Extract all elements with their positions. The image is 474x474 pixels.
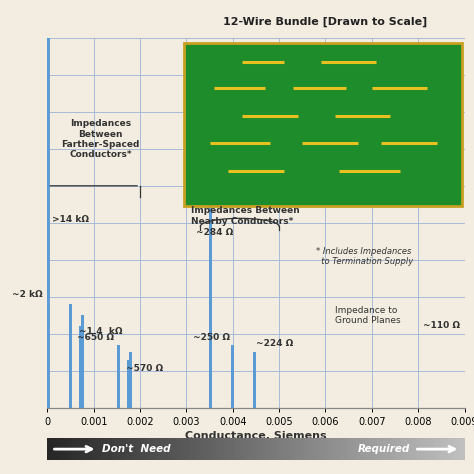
Text: ~570 Ω: ~570 Ω xyxy=(126,364,163,373)
X-axis label: Conductance, Siemens: Conductance, Siemens xyxy=(185,431,327,441)
Text: ~250 Ω: ~250 Ω xyxy=(193,333,230,342)
Text: ~1.4  kΩ: ~1.4 kΩ xyxy=(79,327,123,336)
Bar xyxy=(209,186,212,408)
Bar xyxy=(184,44,462,206)
Bar xyxy=(81,315,84,408)
Text: * Includes Impedances
  to Termination Supply: * Includes Impedances to Termination Sup… xyxy=(316,247,413,266)
Bar xyxy=(231,345,234,408)
Text: ~224 Ω: ~224 Ω xyxy=(256,339,294,348)
Bar xyxy=(118,345,120,408)
Text: ~110 Ω: ~110 Ω xyxy=(423,321,460,330)
Bar xyxy=(79,326,82,408)
Text: >14 kΩ: >14 kΩ xyxy=(52,215,89,224)
Bar xyxy=(467,334,470,408)
Text: Impedances
Between
Farther-Spaced
Conductors*: Impedances Between Farther-Spaced Conduc… xyxy=(62,119,140,159)
Bar xyxy=(253,352,256,408)
Text: ~650 Ω: ~650 Ω xyxy=(77,333,114,342)
Bar xyxy=(129,352,132,408)
Text: Required: Required xyxy=(358,444,410,454)
Text: Don't  Need: Don't Need xyxy=(101,444,170,454)
Bar xyxy=(127,360,130,408)
Text: ~284 Ω: ~284 Ω xyxy=(196,228,233,237)
Text: ~2 kΩ: ~2 kΩ xyxy=(12,290,43,299)
Bar xyxy=(69,304,72,408)
Text: Impedances Between
Nearby Conductors*: Impedances Between Nearby Conductors* xyxy=(191,206,300,226)
Text: 12-Wire Bundle [Drawn to Scale]: 12-Wire Bundle [Drawn to Scale] xyxy=(223,17,428,27)
Text: Impedance to
Ground Planes: Impedance to Ground Planes xyxy=(335,306,401,325)
